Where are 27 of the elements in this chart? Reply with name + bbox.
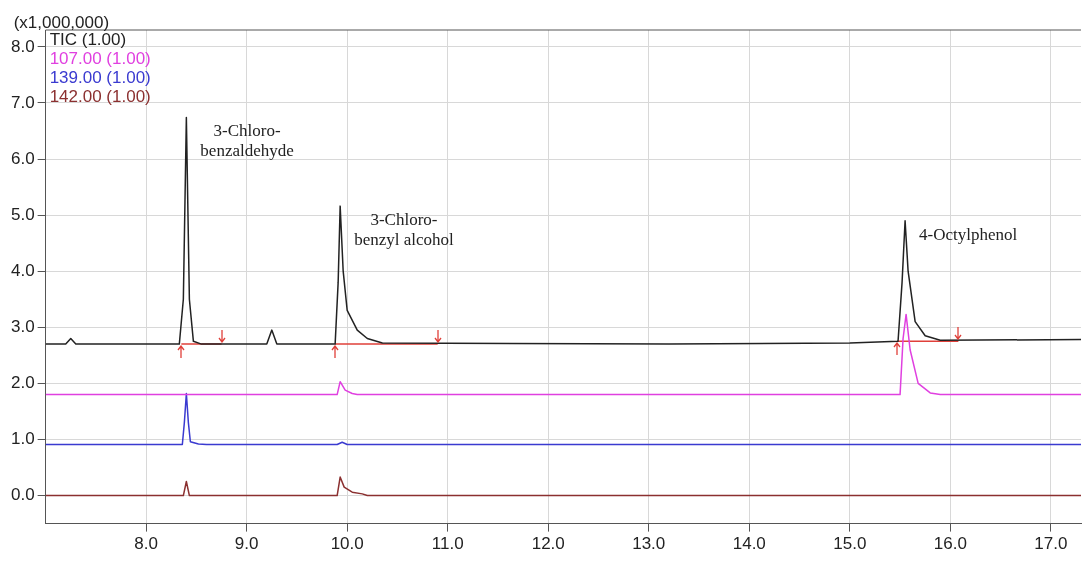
text: 139.00 (1.00) xyxy=(49,68,151,88)
text: 107.00 (1.00) xyxy=(49,49,151,69)
x-tick-label: 17.0 xyxy=(1034,534,1068,554)
annotation: 3-Chloro- benzyl alcohol xyxy=(354,210,455,250)
x-tick-label: 9.0 xyxy=(234,534,259,554)
y-axis-title: (x1,000,000) xyxy=(13,13,110,33)
text: TIC (1.00) xyxy=(49,30,127,50)
x-tick-label: 13.0 xyxy=(632,534,666,554)
x-tick-label: 8.0 xyxy=(134,534,158,554)
x-tick-label: 12.0 xyxy=(531,534,565,554)
y-tick-label: 8.0 xyxy=(10,36,35,56)
annotation: 3-Chloro- benzaldehyde xyxy=(200,121,294,161)
text: 142.00 (1.00) xyxy=(49,87,151,107)
annotation: 4-Octylphenol xyxy=(919,224,1018,244)
y-tick-label: 1.0 xyxy=(10,429,35,449)
x-tick-label: 16.0 xyxy=(933,534,967,554)
x-tick-label: 14.0 xyxy=(732,534,766,554)
x-tick-label: 15.0 xyxy=(833,534,867,554)
x-tick-label: 10.0 xyxy=(330,534,364,554)
y-tick-label: 4.0 xyxy=(10,260,35,280)
y-tick-label: 3.0 xyxy=(10,316,35,336)
y-tick-label: 2.0 xyxy=(10,373,35,393)
y-tick-label: 5.0 xyxy=(10,204,35,224)
y-tick-label: 0.0 xyxy=(10,485,35,505)
y-tick-label: 7.0 xyxy=(10,92,35,112)
y-tick-label: 6.0 xyxy=(10,148,35,168)
x-tick-label: 11.0 xyxy=(431,534,464,554)
